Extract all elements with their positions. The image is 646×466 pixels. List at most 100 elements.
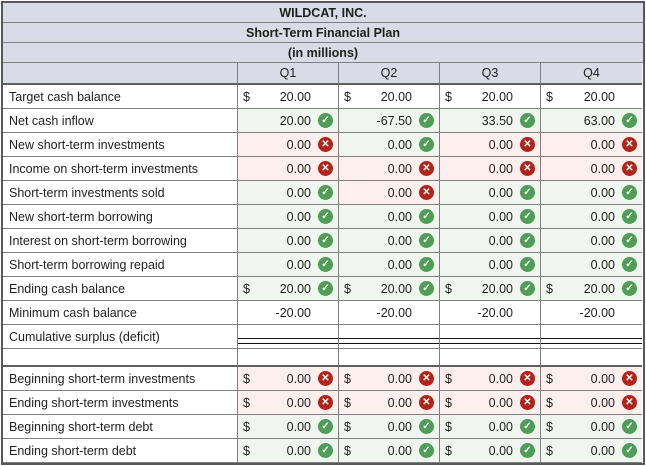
grade-icon-slot: ✓	[513, 209, 535, 224]
row-target-cash-balance: Target cash balance $20.00 $20.00 $20.00 $20…	[3, 85, 643, 109]
cell-value: 0.00	[590, 137, 615, 152]
row-label: Income on short-term investments	[3, 157, 238, 181]
value-cell: -20.00	[440, 301, 541, 325]
grade-icon-slot: ✓	[615, 113, 637, 128]
column-header-row: Q1 Q2 Q3 Q4	[3, 63, 643, 85]
cell-value: 0.00	[387, 419, 412, 434]
grade-icon-slot: ✕	[513, 371, 535, 386]
x-icon: ✕	[318, 371, 333, 386]
value-cell: -20.00	[238, 301, 339, 325]
grade-icon-slot: ✕	[615, 371, 637, 386]
value-cell	[541, 349, 642, 367]
value-cell: 0.00 ✕	[541, 157, 642, 181]
cell-value: -67.50	[376, 113, 412, 128]
currency-symbol: $	[344, 419, 351, 434]
cell-value: 0.00	[590, 395, 615, 410]
row-label: Ending cash balance	[3, 277, 238, 301]
grade-icon-slot: ✓	[311, 185, 333, 200]
grade-icon-slot: ✓	[311, 209, 333, 224]
check-icon: ✓	[419, 443, 434, 458]
row-label: Ending short-term investments	[3, 391, 238, 415]
spacer-row	[3, 349, 643, 367]
currency-symbol: $	[344, 443, 351, 458]
cell-value: 0.00	[286, 185, 311, 200]
row-label: Ending short-term debt	[3, 439, 238, 463]
x-icon: ✕	[419, 395, 434, 410]
check-icon: ✓	[520, 419, 535, 434]
value-cell: $0.00 ✕	[440, 367, 541, 391]
x-icon: ✕	[622, 395, 637, 410]
currency-symbol: $	[445, 443, 452, 458]
currency-symbol: $	[243, 371, 250, 386]
value-cell: $0.00 ✓	[541, 415, 642, 439]
grade-icon-slot: ✓	[615, 419, 637, 434]
grade-icon-slot: ✓	[615, 233, 637, 248]
x-icon: ✕	[520, 161, 535, 176]
cell-value: -20.00	[376, 305, 412, 320]
value-cell: $20.00	[541, 85, 642, 109]
grade-icon-slot: ✓	[513, 281, 535, 296]
cell-value: 20.00	[380, 281, 412, 296]
value-cell: 0.00 ✓	[541, 181, 642, 205]
value-cell	[238, 325, 339, 349]
grade-icon-slot: ✓	[513, 233, 535, 248]
grade-icon-slot: ✕	[311, 137, 333, 152]
column-header-q3: Q3	[440, 63, 541, 85]
grade-icon-slot: ✓	[513, 419, 535, 434]
title-row: WILDCAT, INC.	[3, 3, 643, 23]
value-cell: 0.00 ✓	[541, 205, 642, 229]
cell-value: 0.00	[286, 209, 311, 224]
cell-value: 0.00	[387, 137, 412, 152]
value-cell	[238, 349, 339, 367]
cell-value: 20.00	[583, 281, 615, 296]
value-cell: 0.00 ✕	[440, 133, 541, 157]
grade-icon-slot: ✕	[311, 395, 333, 410]
x-icon: ✕	[318, 161, 333, 176]
check-icon: ✓	[520, 113, 535, 128]
x-icon: ✕	[622, 371, 637, 386]
cell-value: 0.00	[286, 161, 311, 176]
check-icon: ✓	[622, 233, 637, 248]
row-ending-cash-balance: Ending cash balance $20.00 ✓ $20.00 ✓ $20.00 ✓…	[3, 277, 643, 301]
units-label: (in millions)	[3, 43, 643, 63]
subtitle-row: Short-Term Financial Plan	[3, 23, 643, 43]
grade-icon-slot: ✕	[513, 137, 535, 152]
grade-icon-slot: ✕	[615, 137, 637, 152]
value-cell: 0.00 ✓	[339, 229, 440, 253]
value-cell: 33.50 ✓	[440, 109, 541, 133]
grade-icon-slot: ✓	[513, 113, 535, 128]
value-cell: $20.00 ✓	[339, 277, 440, 301]
value-cell: $0.00 ✓	[339, 439, 440, 463]
grade-icon-slot: ✕	[615, 395, 637, 410]
cell-value: 0.00	[488, 137, 513, 152]
grade-icon-slot: ✓	[311, 257, 333, 272]
value-cell: $20.00	[339, 85, 440, 109]
cell-value: 0.00	[590, 233, 615, 248]
grade-icon-slot: ✓	[615, 281, 637, 296]
grade-icon-slot: ✓	[311, 233, 333, 248]
value-cell: 0.00 ✕	[541, 133, 642, 157]
x-icon: ✕	[419, 371, 434, 386]
row-label: Beginning short-term investments	[3, 367, 238, 391]
cell-value: 0.00	[590, 257, 615, 272]
grade-icon-slot: ✓	[412, 257, 434, 272]
cell-value: 0.00	[286, 395, 311, 410]
row-cumulative-surplus-deficit: Cumulative surplus (deficit)	[3, 325, 643, 349]
currency-symbol: $	[344, 371, 351, 386]
value-cell: $0.00 ✓	[339, 415, 440, 439]
check-icon: ✓	[520, 281, 535, 296]
value-cell: 0.00 ✕	[238, 133, 339, 157]
row-short-term-borrowing-repaid: Short-term borrowing repaid 0.00 ✓ 0.00 ✓ 0.0…	[3, 253, 643, 277]
cell-value: 20.00	[583, 89, 615, 104]
currency-symbol: $	[546, 89, 553, 104]
check-icon: ✓	[318, 113, 333, 128]
check-icon: ✓	[318, 443, 333, 458]
row-interest-on-short-term-borrowing: Interest on short-term borrowing 0.00 ✓ 0.0…	[3, 229, 643, 253]
x-icon: ✕	[520, 137, 535, 152]
value-cell: $20.00	[440, 85, 541, 109]
currency-symbol: $	[344, 395, 351, 410]
cell-value: 0.00	[387, 395, 412, 410]
plan-subtitle: Short-Term Financial Plan	[3, 23, 643, 43]
units-row: (in millions)	[3, 43, 643, 63]
